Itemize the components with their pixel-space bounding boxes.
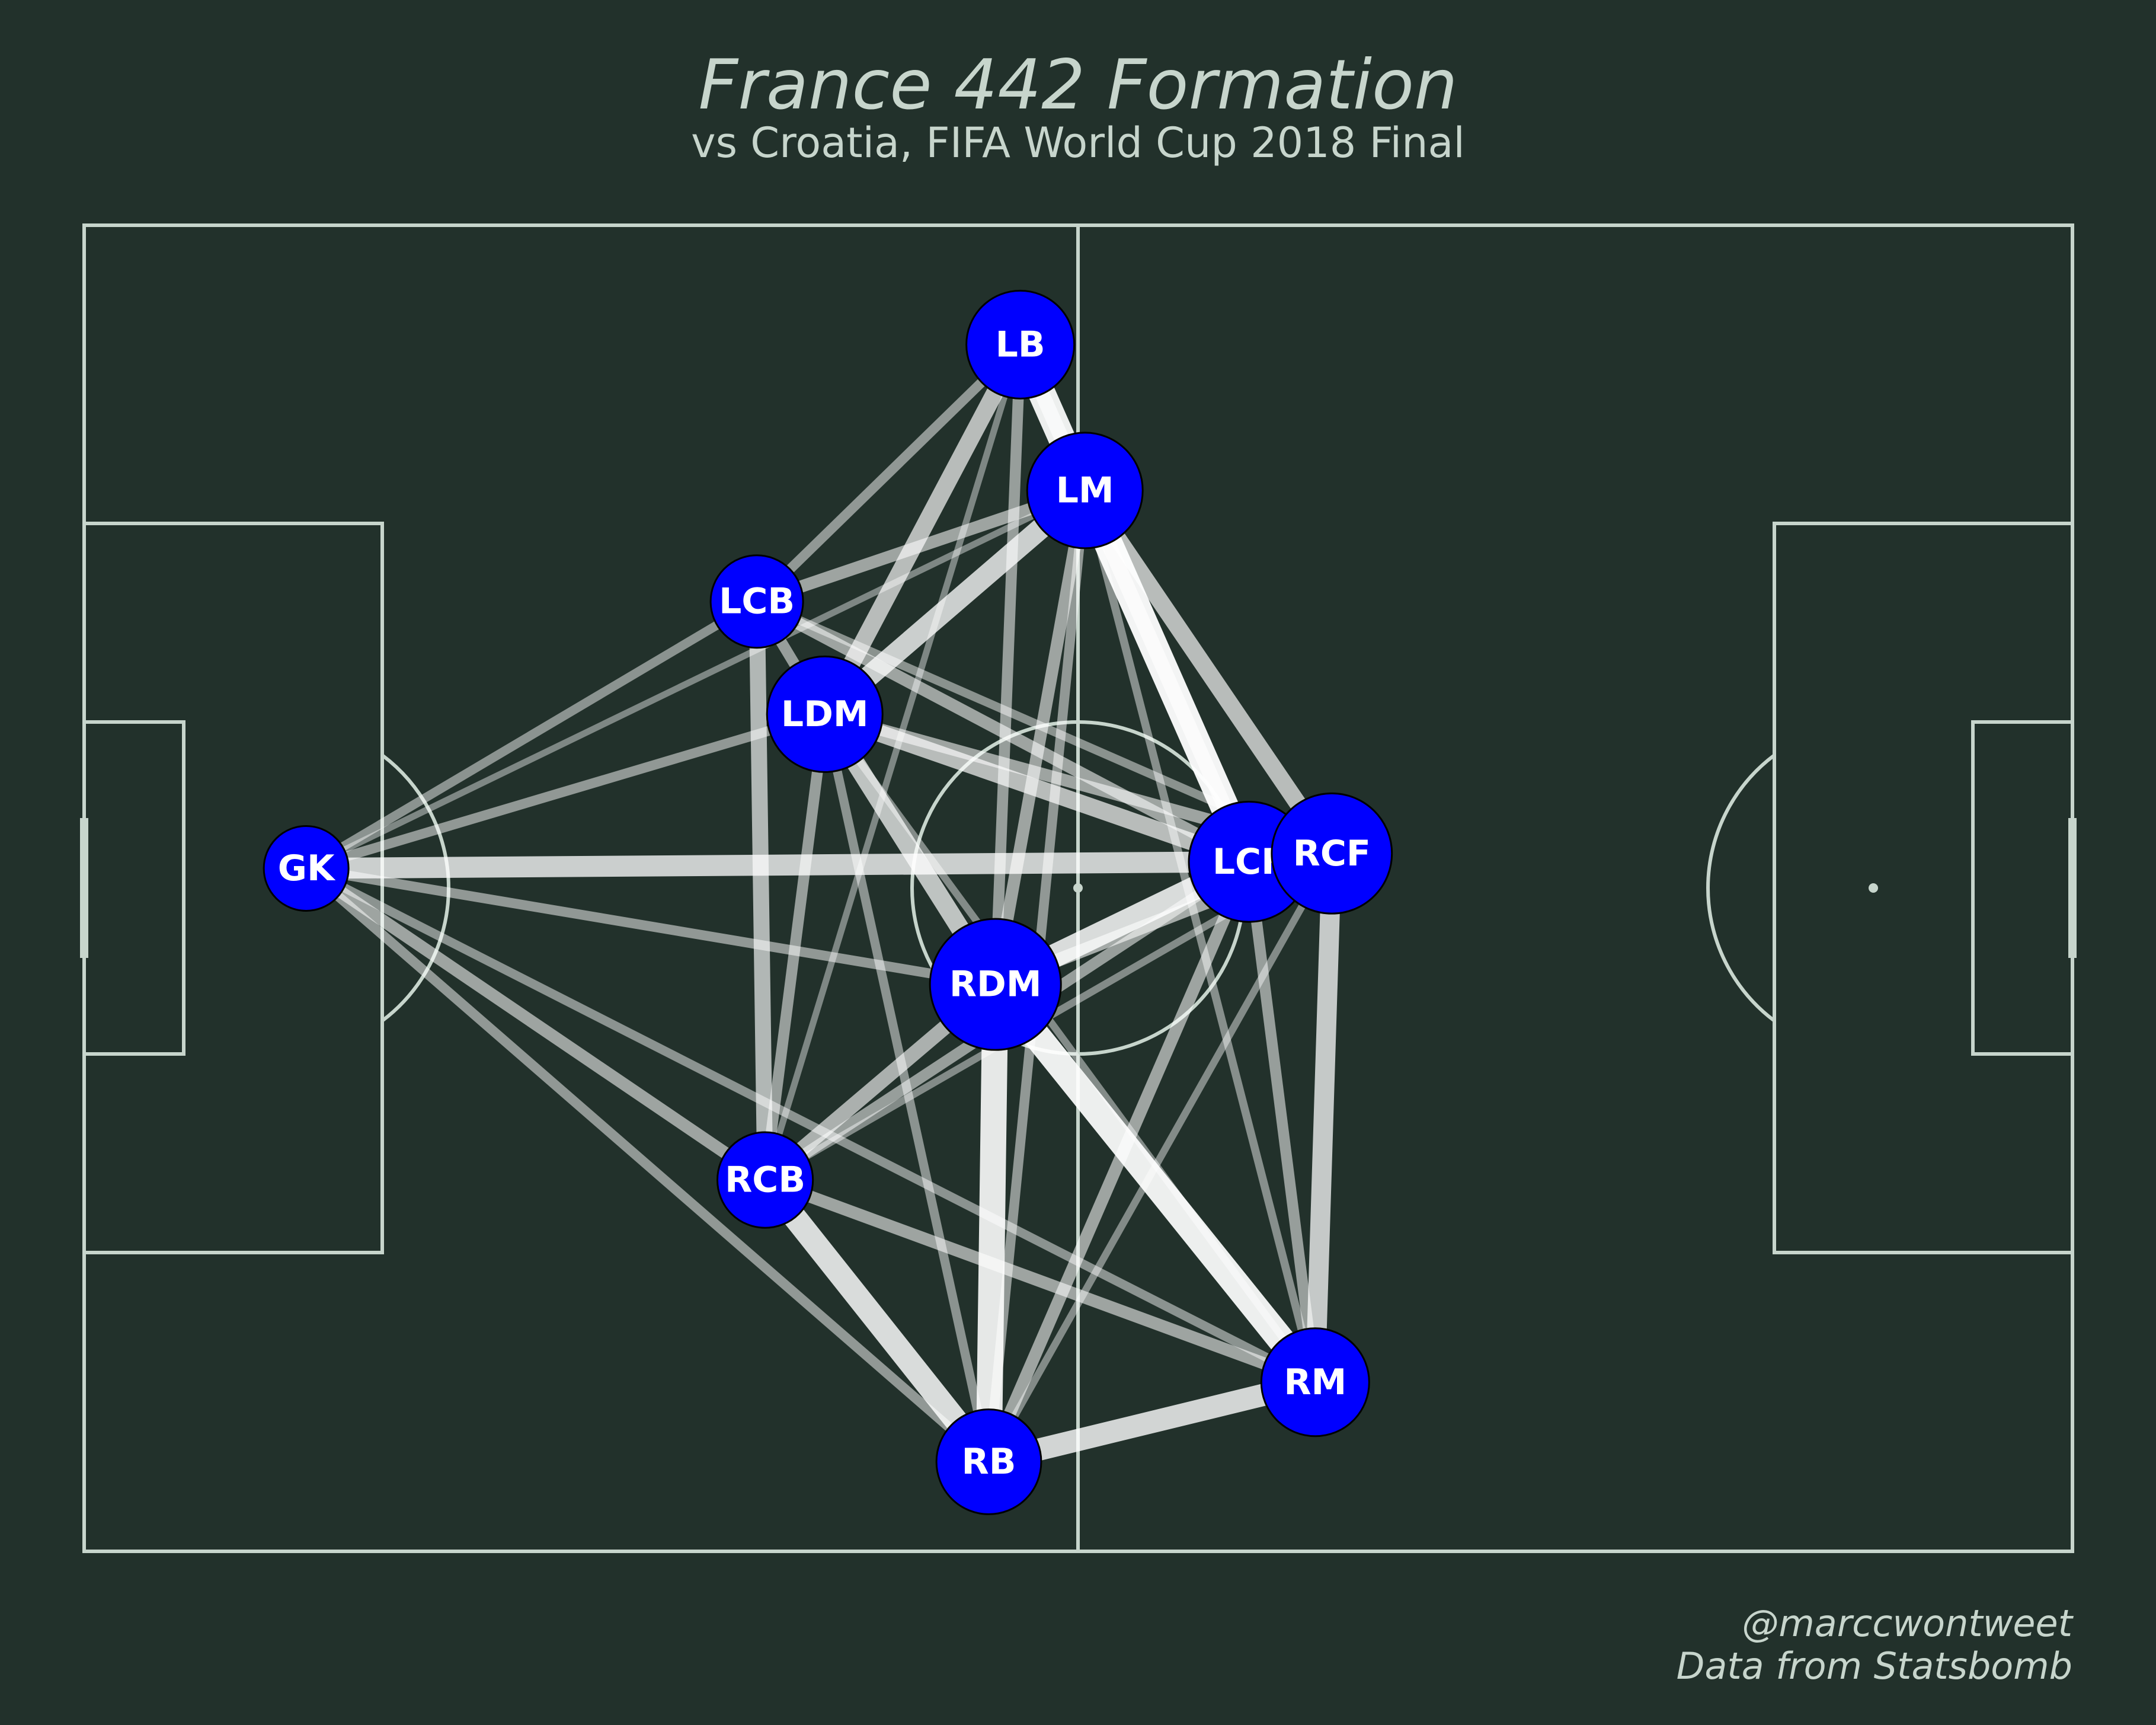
player-label-lb: LB	[996, 324, 1045, 365]
player-node-rb: RB	[935, 1408, 1042, 1515]
pass-line-gk-rb	[303, 864, 992, 1466]
player-label-rcf: RCF	[1293, 833, 1371, 874]
pass-line-rcb-rm	[763, 1174, 1317, 1388]
pass-line-lcb-rcb	[748, 601, 773, 1180]
player-label-rb: RB	[962, 1441, 1016, 1483]
pass-line-rb-lcf	[983, 859, 1255, 1465]
player-label-rcb: RCB	[725, 1159, 805, 1201]
player-node-ldm: LDM	[766, 655, 884, 773]
pass-line-lm-rm	[1081, 489, 1319, 1384]
player-node-gk: GK	[263, 825, 350, 912]
pass-line-lb-lcb	[753, 341, 1024, 605]
player-circle-lb	[965, 289, 1076, 400]
credit-source: Data from Statsbomb	[1677, 1644, 2072, 1688]
credit-handle: @marccwontweet	[1742, 1602, 2074, 1645]
player-label-rdm: RDM	[949, 964, 1042, 1005]
player-circle-rcb	[716, 1131, 814, 1229]
pass-line-lcb-lcf	[754, 596, 1252, 867]
right-penalty-arc	[1706, 753, 1776, 1023]
player-circle-rdm	[929, 918, 1062, 1051]
pass-line-rm-rcf	[1305, 853, 1342, 1383]
player-circle-lm	[1026, 432, 1144, 550]
player-circle-rcf	[1271, 792, 1393, 915]
center-spot	[1073, 883, 1083, 893]
pass-line-gk-lm	[305, 487, 1087, 871]
player-circle-gk	[263, 825, 350, 912]
player-label-gk: GK	[278, 848, 336, 889]
player-node-lcb: LCB	[709, 554, 804, 649]
player-label-lm: LM	[1056, 469, 1114, 511]
player-node-lb: LB	[965, 289, 1076, 400]
figure-subtitle: vs Croatia, FIFA World Cup 2018 Final	[691, 119, 1465, 167]
pass-line-gk-rm	[304, 864, 1317, 1387]
pass-line-rm-lcf	[1243, 861, 1321, 1383]
player-label-rm: RM	[1284, 1362, 1346, 1403]
player-node-rcf: RCF	[1271, 792, 1393, 915]
player-node-rdm: RDM	[929, 918, 1062, 1051]
pass-line-rdm-rm	[984, 976, 1326, 1391]
player-circle-rb	[935, 1408, 1042, 1515]
pass-line-lb-rdm	[990, 344, 1026, 985]
pass-line-gk-rcb	[302, 863, 769, 1186]
right-penalty-spot	[1869, 883, 1878, 893]
pass-line-rb-rcf	[986, 851, 1335, 1464]
pass-line-ldm-gk	[305, 709, 827, 873]
pass-line-rcb-rb	[756, 1173, 999, 1470]
pass-line-lb-rcb	[762, 343, 1023, 1181]
player-label-ldm: LDM	[781, 694, 869, 735]
player-circle-rm	[1260, 1327, 1370, 1438]
player-node-rcb: RCB	[716, 1131, 814, 1229]
pass-line-rdm-rb	[975, 984, 1009, 1462]
player-circle-lcb	[709, 554, 804, 649]
pass-line-gk-rdm	[305, 863, 997, 989]
player-node-lm: LM	[1026, 432, 1144, 550]
pass-line-lb-lcf	[1013, 341, 1256, 865]
player-label-lcb: LCB	[719, 581, 795, 622]
figure-title: France 442 Formation	[699, 45, 1458, 125]
pass-line-lcb-gk	[303, 598, 759, 873]
pass-line-rb-rm	[986, 1371, 1318, 1473]
pass-line-gk-lcf	[306, 851, 1249, 879]
player-circle-ldm	[766, 655, 884, 773]
player-node-rm: RM	[1260, 1327, 1370, 1438]
pass-line-lm-rdm	[989, 489, 1091, 986]
pass-line-lm-rcf	[1077, 485, 1339, 858]
